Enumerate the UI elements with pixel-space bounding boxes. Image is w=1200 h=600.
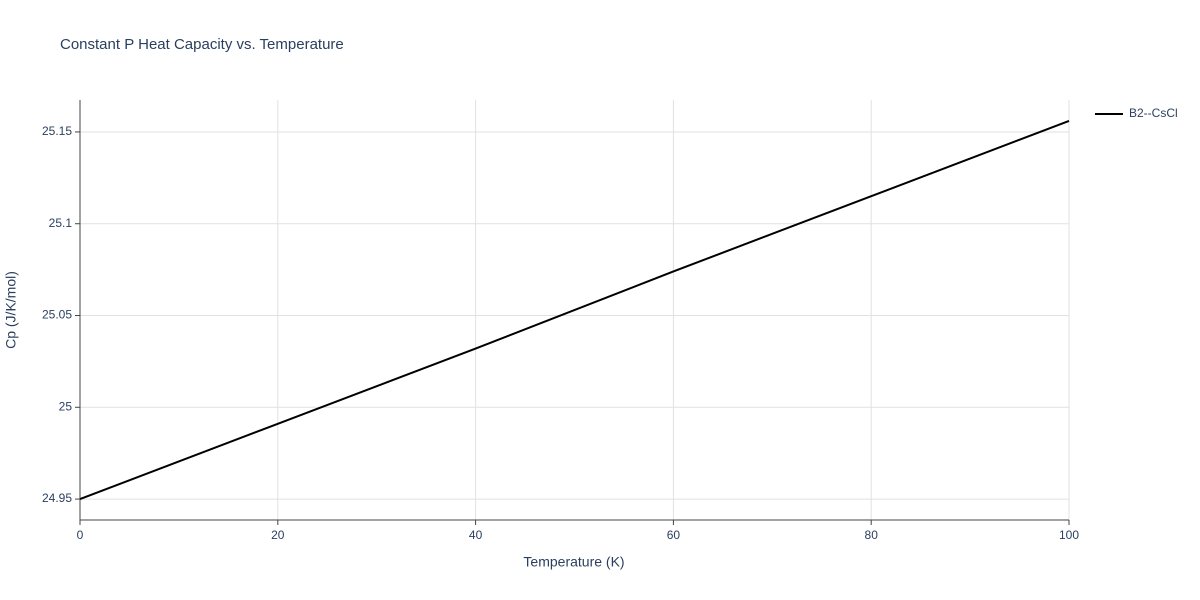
y-axis-title: Cp (J/K/mol) [3, 271, 19, 349]
x-axis-title: Temperature (K) [523, 554, 624, 570]
y-tick-label: 25 [59, 399, 73, 413]
y-tick-label: 25.15 [42, 124, 72, 138]
x-tick-label: 100 [1059, 528, 1079, 542]
legend-label: B2--CsCl [1129, 106, 1178, 120]
x-tick-label: 0 [77, 528, 84, 542]
chart-title: Constant P Heat Capacity vs. Temperature [60, 36, 344, 53]
x-tick-label: 40 [469, 528, 483, 542]
x-tick-label: 20 [271, 528, 285, 542]
data-line [79, 119, 1070, 501]
x-tick-label: 80 [865, 528, 879, 542]
x-tick-label: 60 [667, 528, 681, 542]
y-tick-label: 25.1 [49, 216, 73, 230]
y-tick-label: 24.95 [42, 491, 72, 505]
y-tick-label: 25.05 [42, 308, 72, 322]
